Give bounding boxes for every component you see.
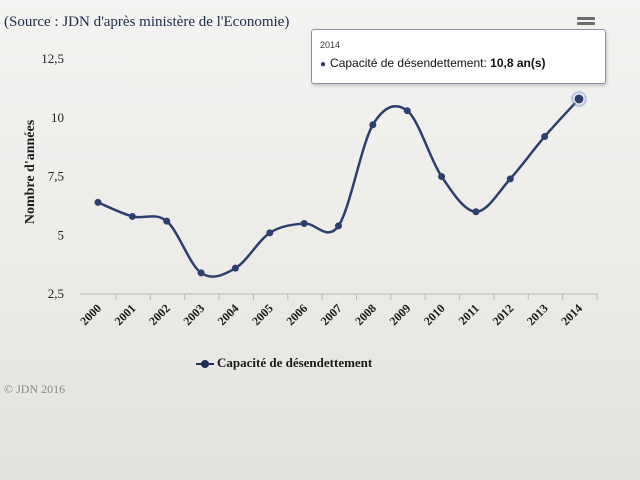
hamburger-menu-icon[interactable]: [577, 17, 595, 29]
tooltip-value: 10,8 an(s): [490, 56, 546, 70]
x-tick-label: 2003: [180, 301, 207, 328]
y-axis-title: Nombre d'années: [23, 119, 38, 224]
x-tick-label: 2011: [456, 301, 482, 327]
x-tick-label: 2001: [112, 301, 139, 328]
data-point[interactable]: [369, 121, 377, 129]
data-point[interactable]: [266, 229, 274, 237]
x-tick-label: 2005: [249, 301, 276, 328]
legend-marker-icon: [196, 360, 214, 369]
data-point[interactable]: [335, 222, 342, 230]
data-point[interactable]: [128, 212, 136, 220]
data-point[interactable]: [573, 93, 585, 105]
copyright-note: © JDN 2016: [4, 382, 66, 396]
data-point[interactable]: [300, 220, 308, 227]
data-tooltip: 2014 ● Capacité de désendettement: 10,8 a…: [311, 29, 606, 84]
x-tick-label: 2009: [386, 301, 413, 328]
x-tick-label: 2006: [283, 301, 310, 328]
x-tick-label: 2000: [77, 301, 104, 328]
data-point[interactable]: [541, 133, 549, 141]
x-tick-label: 2012: [490, 301, 517, 328]
tooltip-series-dot-icon: ●: [320, 59, 327, 70]
x-tick-label: 2014: [558, 301, 585, 328]
data-point[interactable]: [506, 175, 514, 183]
x-tick-label: 2013: [524, 301, 551, 328]
data-point[interactable]: [403, 107, 411, 115]
legend-label: Capacité de désendettement: [217, 355, 373, 370]
data-point[interactable]: [163, 217, 171, 225]
legend-item[interactable]: Capacité de désendettement: [196, 355, 372, 371]
data-point[interactable]: [231, 264, 239, 272]
y-tick-label: 5: [58, 227, 65, 242]
x-tick-label: 2004: [215, 301, 242, 328]
x-tick-label: 2007: [318, 301, 345, 328]
y-tick-label: 10: [51, 110, 64, 125]
series-line: [97, 98, 580, 278]
y-tick-label: 2,5: [48, 286, 64, 301]
x-tick-label: 2010: [421, 301, 448, 328]
data-point[interactable]: [197, 269, 205, 277]
tooltip-year: 2014: [320, 40, 341, 50]
x-tick-label: 2002: [146, 301, 173, 328]
data-point[interactable]: [94, 198, 102, 206]
y-tick-label: 7,5: [48, 169, 64, 184]
data-point[interactable]: [438, 173, 446, 180]
tooltip-series-name: Capacité de désendettement:: [330, 56, 487, 70]
source-note: (Source : JDN d'après ministère de l'Eco…: [4, 14, 290, 30]
y-tick-label: 12,5: [41, 51, 64, 66]
x-tick-label: 2008: [352, 301, 379, 328]
data-point[interactable]: [472, 208, 480, 216]
